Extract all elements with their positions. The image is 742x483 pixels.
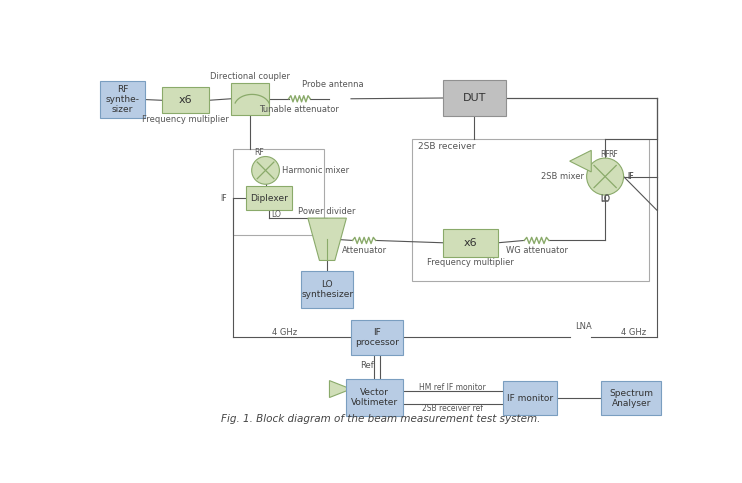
Text: DUT: DUT <box>462 93 486 103</box>
Text: WG attenuator: WG attenuator <box>505 246 568 255</box>
Text: RF
synthe-
sizer: RF synthe- sizer <box>105 85 139 114</box>
Text: x6: x6 <box>179 95 192 105</box>
FancyBboxPatch shape <box>233 149 324 235</box>
Text: RF: RF <box>608 150 618 159</box>
Text: Frequency multiplier: Frequency multiplier <box>142 115 229 124</box>
Text: IF: IF <box>628 172 634 181</box>
Text: Directional coupler: Directional coupler <box>210 72 290 81</box>
Text: 2SB receiver: 2SB receiver <box>418 142 476 151</box>
Text: HM ref IF monitor: HM ref IF monitor <box>419 383 486 392</box>
Text: Attenuator: Attenuator <box>341 246 387 255</box>
Text: IF
processor: IF processor <box>355 328 399 347</box>
FancyBboxPatch shape <box>246 186 292 211</box>
Text: 4 GHz: 4 GHz <box>621 327 646 337</box>
Polygon shape <box>570 150 591 172</box>
Text: Diplexer: Diplexer <box>250 194 288 202</box>
Text: Fig. 1. Block diagram of the beam measurement test system.: Fig. 1. Block diagram of the beam measur… <box>220 414 540 424</box>
FancyBboxPatch shape <box>351 320 404 355</box>
Text: LO: LO <box>272 210 281 219</box>
Text: LO
synthesizer: LO synthesizer <box>301 280 353 299</box>
FancyBboxPatch shape <box>503 382 556 415</box>
Polygon shape <box>308 218 347 260</box>
Text: x6: x6 <box>464 238 477 248</box>
Text: IF monitor: IF monitor <box>507 394 553 403</box>
FancyBboxPatch shape <box>301 271 353 308</box>
FancyBboxPatch shape <box>412 139 649 281</box>
Text: RF: RF <box>600 150 610 159</box>
FancyBboxPatch shape <box>231 83 269 115</box>
FancyBboxPatch shape <box>443 80 506 116</box>
FancyBboxPatch shape <box>346 379 403 416</box>
Text: Tunable attenuator: Tunable attenuator <box>260 105 339 114</box>
Text: Harmonic mixer: Harmonic mixer <box>283 166 349 175</box>
Text: LO: LO <box>600 195 610 204</box>
Text: LO: LO <box>600 194 610 203</box>
Circle shape <box>587 158 623 195</box>
Text: Vector
Voltimeter: Vector Voltimeter <box>350 388 398 407</box>
Text: IF: IF <box>220 194 227 202</box>
Text: RF: RF <box>254 148 263 157</box>
Circle shape <box>252 156 280 184</box>
Text: Ref: Ref <box>361 361 374 370</box>
FancyBboxPatch shape <box>162 87 209 114</box>
Polygon shape <box>329 381 351 398</box>
Text: 4 GHz: 4 GHz <box>272 328 297 337</box>
Text: Probe antenna: Probe antenna <box>303 80 364 89</box>
FancyBboxPatch shape <box>601 382 661 415</box>
Text: 2SB mixer: 2SB mixer <box>541 172 583 181</box>
Text: Power divider: Power divider <box>298 208 356 216</box>
Text: Frequency multiplier: Frequency multiplier <box>427 258 513 267</box>
Text: LNA: LNA <box>575 322 592 331</box>
Text: IF: IF <box>628 172 634 181</box>
FancyBboxPatch shape <box>443 229 498 256</box>
Text: Spectrum
Analyser: Spectrum Analyser <box>609 389 653 408</box>
FancyBboxPatch shape <box>100 81 145 118</box>
Text: 2SB receiver ref: 2SB receiver ref <box>422 403 483 412</box>
